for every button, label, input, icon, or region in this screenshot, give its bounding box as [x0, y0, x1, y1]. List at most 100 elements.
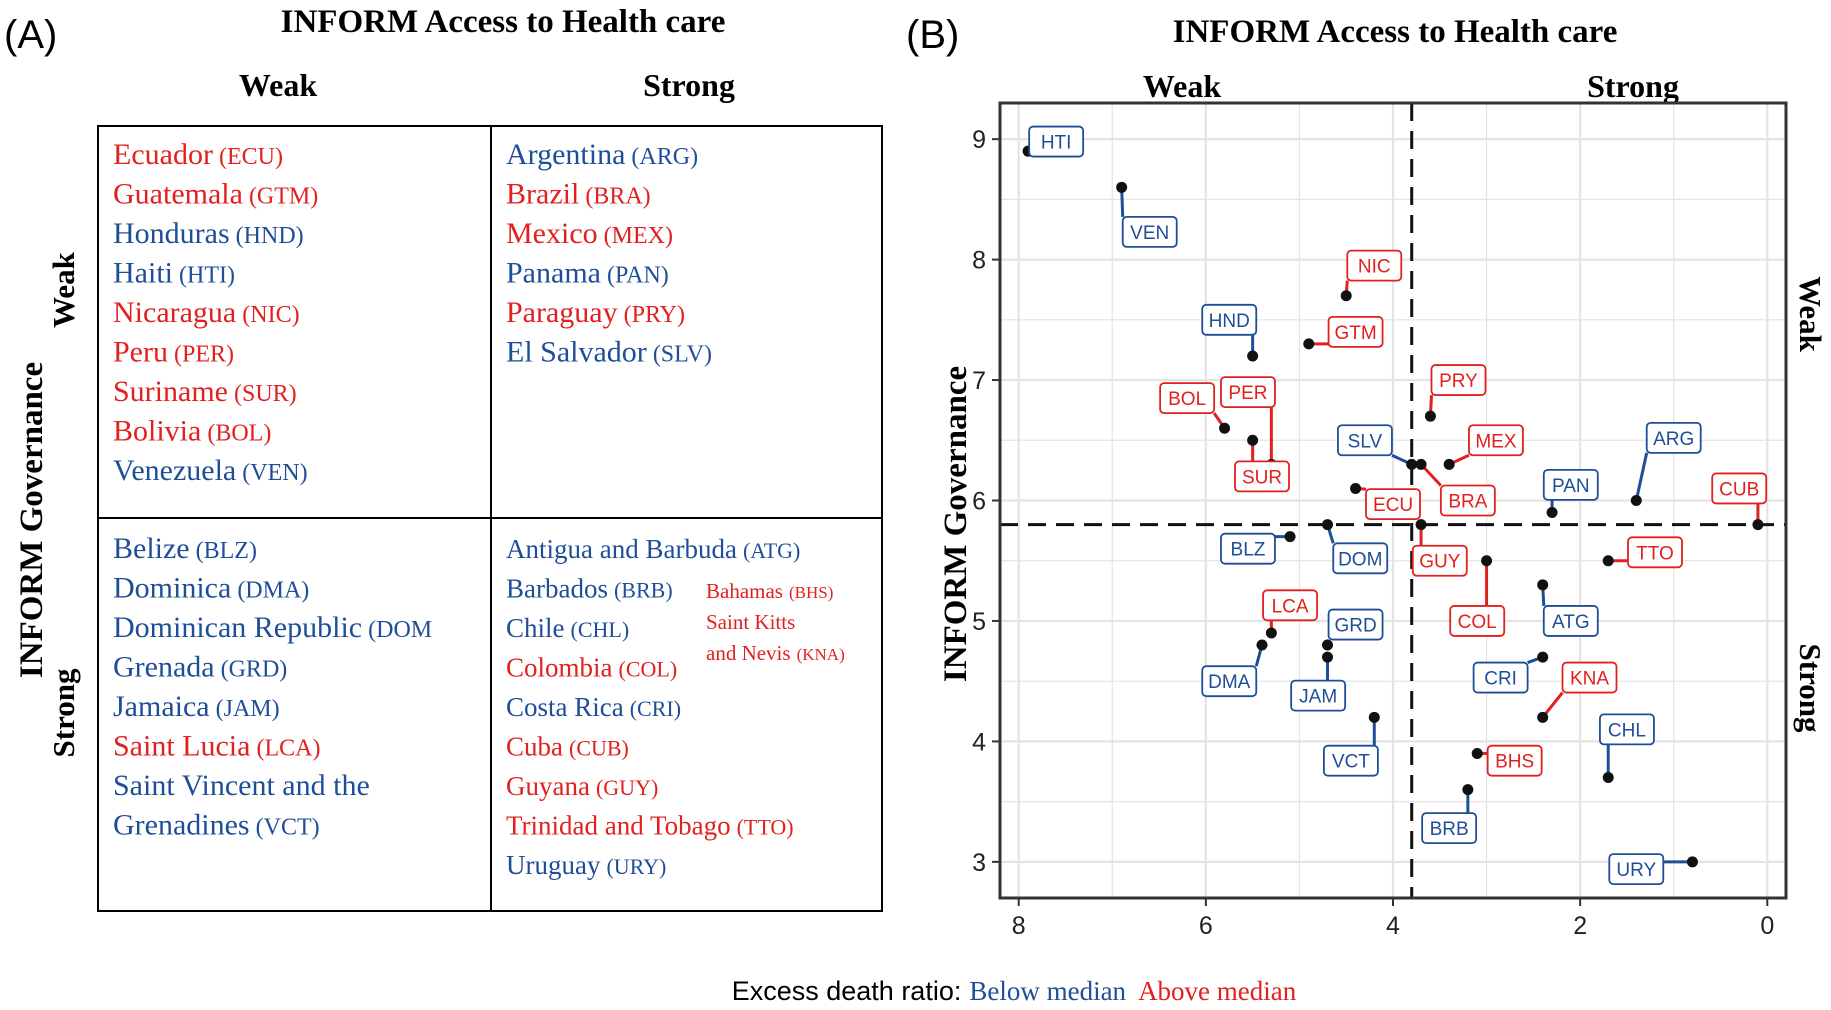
- country-name: and Nevis: [706, 641, 791, 665]
- country-name: Trinidad and Tobago: [506, 811, 731, 841]
- label-box-cub: [1711, 472, 1768, 505]
- country-name: Colombia: [506, 653, 613, 683]
- point-lca: [1265, 627, 1277, 639]
- point-ven: [1116, 181, 1128, 193]
- country-code: (CUB): [569, 736, 629, 761]
- point-label-ecu: ECU: [1373, 495, 1413, 516]
- point-label-per: PER: [1228, 383, 1267, 404]
- point-jam: [1322, 651, 1333, 663]
- y-tick-label: 8: [972, 247, 986, 275]
- point-label-chl: CHL: [1608, 720, 1646, 741]
- country-code: (JAM): [216, 696, 280, 722]
- country-code: (PRY): [624, 302, 685, 328]
- panel-b-right-strong: Strong: [1793, 643, 1828, 733]
- country-code: (ARG): [631, 144, 698, 170]
- country-code: (PAN): [607, 263, 669, 289]
- point-cub: [1752, 519, 1764, 531]
- label-box-grd: [1327, 608, 1384, 641]
- point-label-nic: NIC: [1358, 257, 1391, 278]
- y-tick-label: 4: [972, 728, 986, 756]
- point-label-cub: CUB: [1719, 479, 1759, 500]
- country-name: Guyana: [506, 771, 590, 801]
- country-code: (SUR): [234, 381, 297, 407]
- point-label-pry: PRY: [1439, 371, 1478, 392]
- country-entry: Bolivia (BOL): [113, 415, 271, 448]
- country-code: (PER): [174, 342, 234, 368]
- country-name: Peru: [113, 336, 168, 369]
- point-label-bhs: BHS: [1495, 752, 1534, 773]
- country-entry: Belize (BLZ): [113, 532, 257, 565]
- country-name: Honduras: [113, 217, 230, 250]
- panel-b-top-weak: Weak: [1143, 68, 1221, 104]
- country-name: Saint Lucia: [113, 730, 250, 763]
- label-box-dom: [1332, 542, 1389, 575]
- legend-text: Excess death ratio: Below median Above med…: [732, 976, 1297, 1006]
- label-box-pan: [1542, 468, 1599, 501]
- country-code: (GTM): [249, 184, 318, 210]
- y-tick-label: 7: [972, 367, 986, 395]
- country-name: Guatemala: [113, 178, 243, 211]
- x-tick-label: 6: [1199, 912, 1213, 940]
- country-entry: Bahamas (BHS): [706, 579, 833, 603]
- country-code: (COL): [619, 657, 678, 682]
- label-box-slv: [1337, 424, 1393, 457]
- country-code: (BHS): [789, 583, 833, 602]
- point-label-grd: GRD: [1334, 616, 1376, 637]
- country-name: Antigua and Barbuda: [506, 534, 737, 564]
- quadrant-weak-governance-strong-access: Argentina (ARG)Brazil (BRA)Mexico (MEX)Pana…: [506, 138, 712, 369]
- label-box-pry: [1430, 364, 1487, 396]
- point-guy: [1415, 519, 1427, 531]
- point-ecu: [1350, 482, 1362, 494]
- point-label-blz: BLZ: [1231, 540, 1266, 561]
- country-code: (KNA): [797, 645, 845, 664]
- y-axis-label: INFORM Governance: [938, 366, 974, 682]
- point-brb: [1462, 784, 1474, 796]
- point-tto: [1602, 555, 1614, 567]
- point-label-atg: ATG: [1552, 612, 1590, 633]
- legend: Excess death ratio: Below median Above med…: [732, 976, 1297, 1006]
- x-tick-label: 8: [1012, 912, 1026, 940]
- country-code: (VEN): [242, 460, 307, 486]
- country-entry: Chile (CHL): [506, 613, 629, 643]
- country-code: (ATG): [743, 538, 800, 563]
- legend-prefix: Excess death ratio:: [732, 976, 962, 1006]
- point-label-hti: HTI: [1041, 133, 1072, 154]
- point-label-dma: DMA: [1208, 672, 1251, 693]
- point-pry: [1424, 410, 1436, 422]
- country-entry: Paraguay (PRY): [506, 296, 685, 329]
- leader-line-arg: [1634, 452, 1649, 501]
- country-name: Dominican Republic: [113, 611, 362, 644]
- country-name: Bolivia: [113, 415, 201, 448]
- country-entry: El Salvador (SLV): [506, 336, 712, 369]
- point-bhs: [1471, 747, 1483, 759]
- country-code: (LCA): [256, 736, 320, 762]
- country-entry: Dominican Republic (DOM: [113, 611, 432, 644]
- label-box-bra: [1439, 484, 1496, 517]
- point-grd: [1322, 639, 1333, 651]
- panel-a-title: INFORM Access to Health care: [281, 4, 726, 40]
- panel-b-title: INFORM Access to Health care: [1173, 14, 1618, 50]
- point-label-guy: GUY: [1419, 552, 1461, 573]
- country-name: Saint Vincent and the: [113, 769, 370, 802]
- point-hnd: [1247, 350, 1259, 362]
- country-code: (CRI): [630, 696, 681, 721]
- country-name: Belize: [113, 532, 190, 565]
- country-name: Saint Kitts: [706, 610, 795, 634]
- point-mex: [1443, 458, 1455, 470]
- panel-a-col-weak: Weak: [239, 67, 317, 103]
- country-name: Paraguay: [506, 296, 618, 329]
- point-vct: [1368, 711, 1380, 723]
- country-entry: Honduras (HND): [113, 217, 304, 250]
- label-box-vct: [1322, 744, 1379, 777]
- point-blz: [1284, 531, 1296, 543]
- quadrant-strong-governance-strong-access: Antigua and Barbuda (ATG) Barbados (BRB) Chi…: [506, 534, 800, 880]
- point-col: [1481, 555, 1493, 567]
- country-entry: Panama (PAN): [506, 257, 669, 290]
- country-name: Barbados: [506, 574, 608, 604]
- country-code: (GRD): [221, 657, 288, 683]
- label-box-ury: [1608, 853, 1665, 885]
- point-chl: [1602, 772, 1614, 784]
- country-entry: Jamaica (JAM): [113, 690, 280, 723]
- panel-a-row-weak: Weak: [46, 251, 81, 328]
